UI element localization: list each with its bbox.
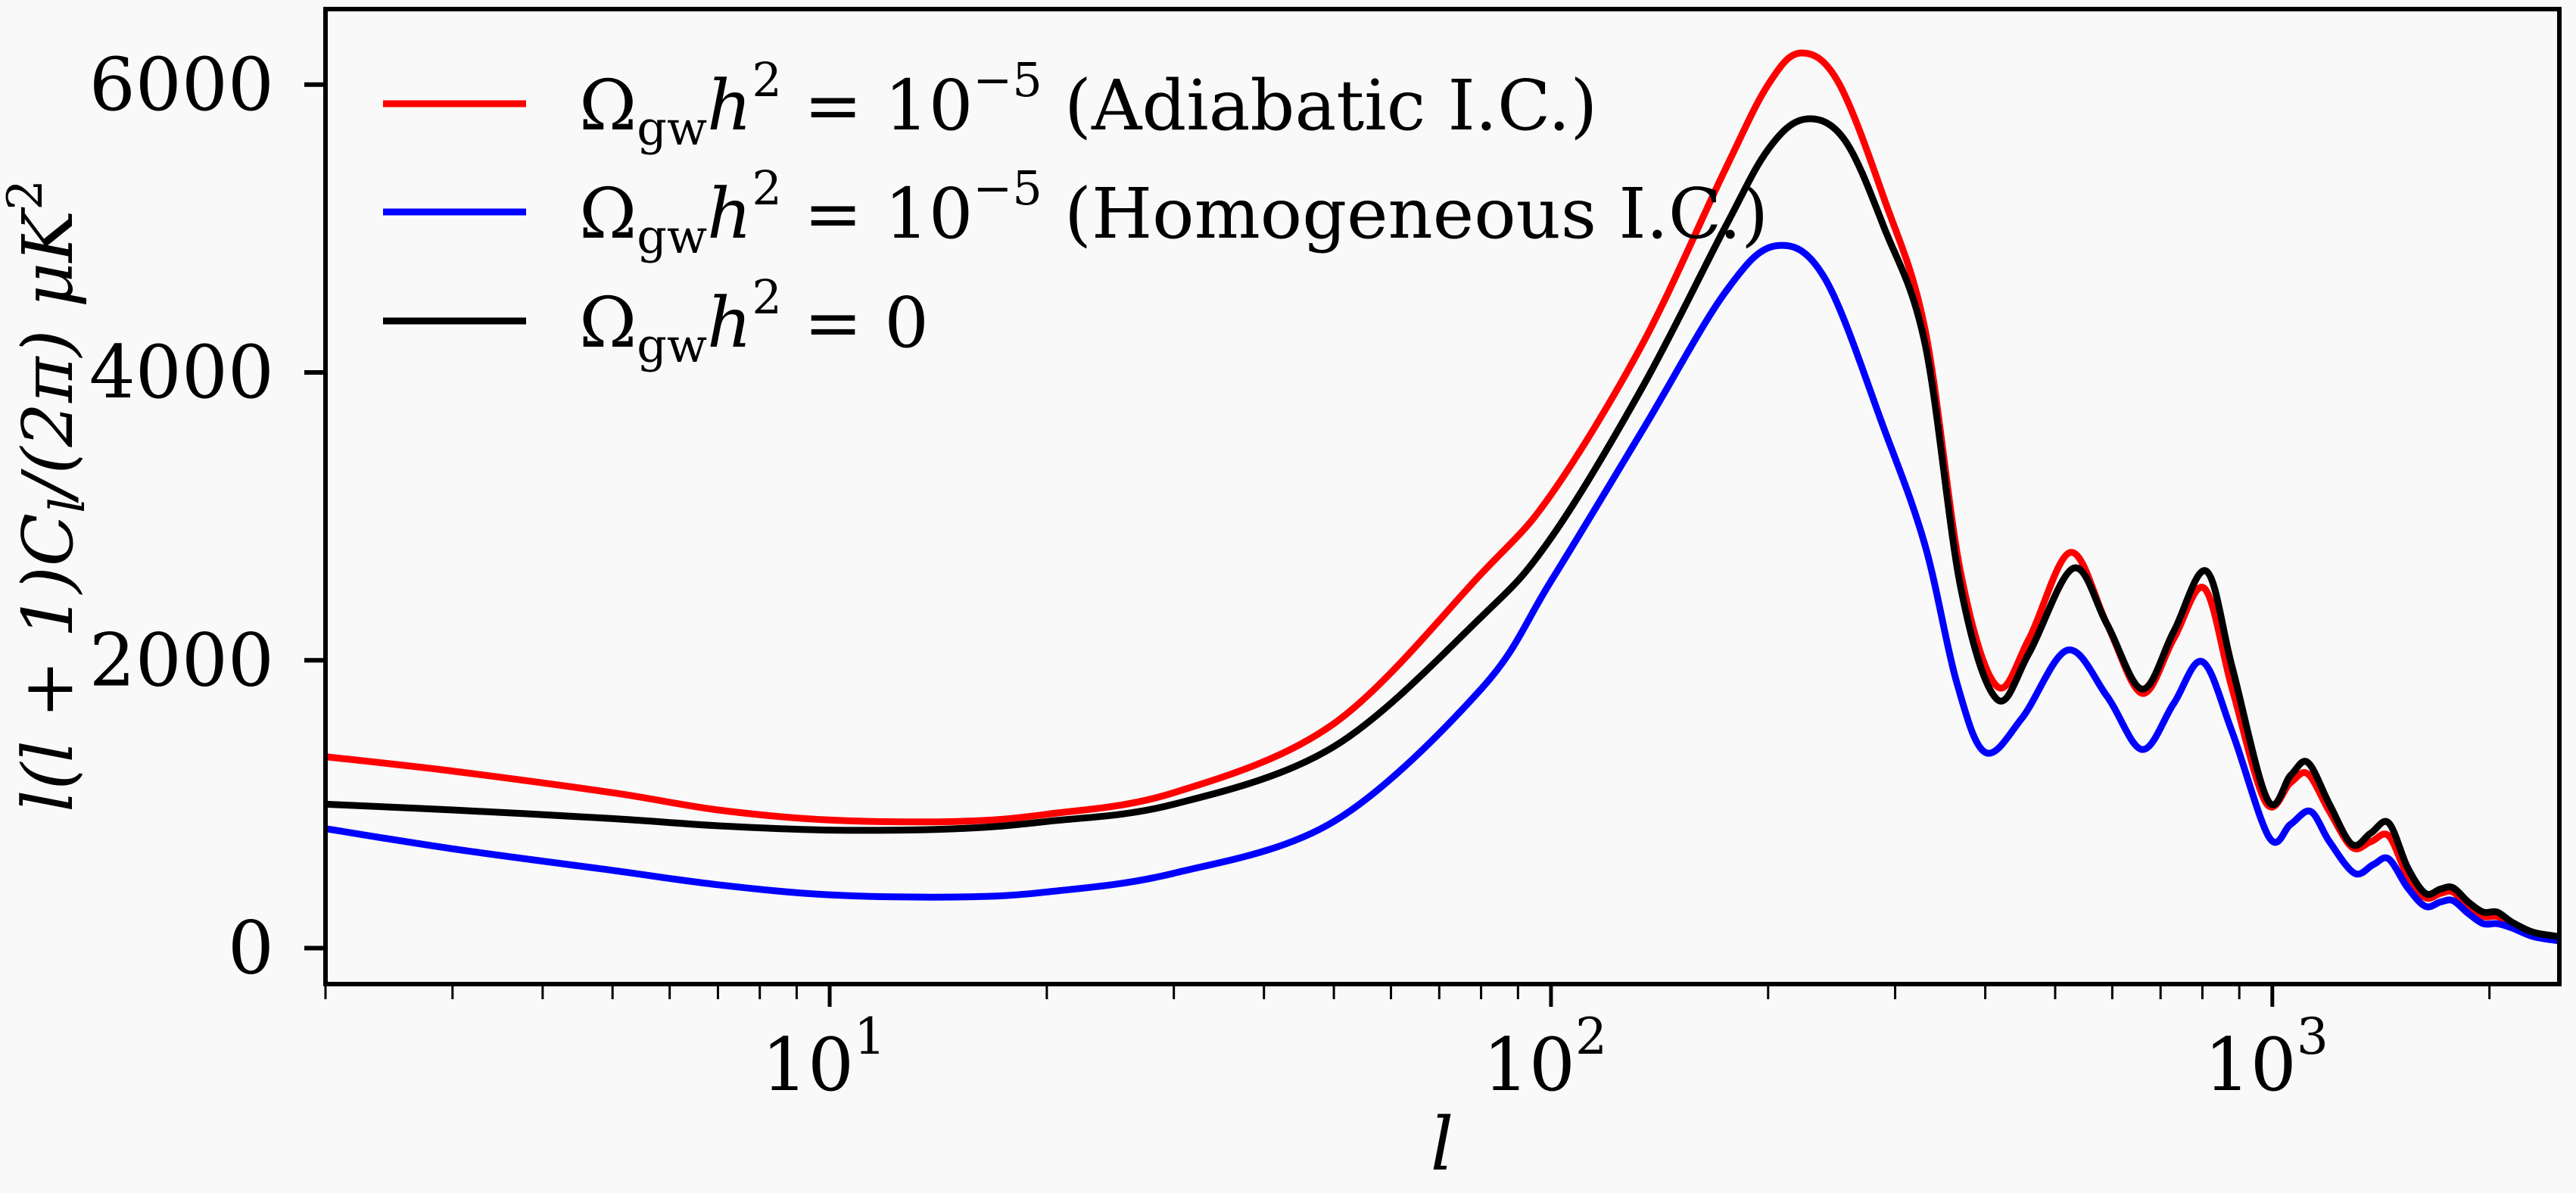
x-tick-label: 101 [762, 1008, 886, 1107]
y-axis-label: l(l + 1)Cl/(2π) μK2 [0, 179, 96, 812]
legend: Ωgwh2 = 10−5 (Adiabatic I.C.)Ωgwh2 = 10−… [383, 52, 1768, 373]
series-line-1 [325, 241, 2560, 945]
x-axis-label: l [1431, 1102, 1454, 1187]
y-tick-label: 2000 [89, 618, 274, 702]
legend-item-0: Ωgwh2 = 10−5 (Adiabatic I.C.) [383, 52, 1597, 156]
legend-label: Ωgwh2 = 0 [579, 269, 929, 373]
plot-frame [323, 7, 2562, 986]
legend-item-1: Ωgwh2 = 10−5 (Homogeneous I.C.) [383, 160, 1768, 264]
legend-item-2: Ωgwh2 = 0 [383, 269, 929, 373]
plot-curves [325, 49, 2560, 945]
y-tick-label: 0 [228, 905, 274, 990]
y-tick-label: 6000 [89, 42, 274, 127]
legend-label: Ωgwh2 = 10−5 (Homogeneous I.C.) [579, 160, 1768, 264]
y-tick-label: 4000 [89, 330, 274, 415]
x-tick-label: 103 [2204, 1008, 2328, 1107]
legend-label: Ωgwh2 = 10−5 (Adiabatic I.C.) [579, 52, 1597, 156]
axis-ticks: 0 2000 4000 6000 101 102 103 [89, 42, 2491, 1107]
series-line-2 [325, 115, 2560, 940]
x-tick-label: 102 [1483, 1008, 1607, 1107]
